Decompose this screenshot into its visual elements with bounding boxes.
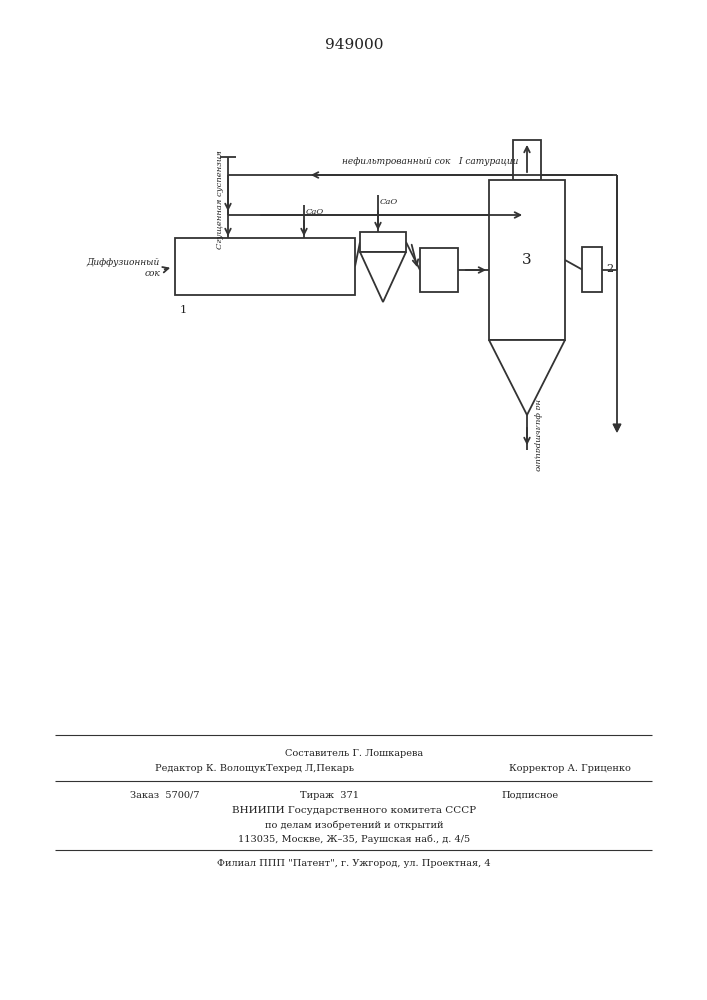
- Bar: [582, 247, 602, 292]
- Text: нефильтрованный сок   I сатурации: нефильтрованный сок I сатурации: [341, 157, 518, 166]
- Text: Составитель Г. Лошкарева: Составитель Г. Лошкарева: [285, 749, 423, 758]
- Polygon shape: [360, 252, 406, 302]
- Text: Заказ  5700/7: Заказ 5700/7: [130, 791, 199, 800]
- Text: 2: 2: [606, 264, 613, 274]
- Bar: [513, 140, 541, 180]
- Text: Тираж  371: Тираж 371: [300, 791, 359, 800]
- Bar: [489, 180, 565, 340]
- Text: 1: 1: [180, 305, 187, 315]
- Bar: [360, 232, 406, 252]
- Text: на фильтрацию: на фильтрацию: [533, 399, 541, 471]
- Text: CaO: CaO: [380, 198, 398, 206]
- Text: ВНИИПИ Государственного комитета СССР: ВНИИПИ Государственного комитета СССР: [232, 806, 476, 815]
- Text: Сгущенная суспензия: Сгущенная суспензия: [216, 151, 224, 249]
- Text: Редактор К. Волощук: Редактор К. Волощук: [155, 764, 266, 773]
- Text: Филиал ППП "Патент", г. Ужгород, ул. Проектная, 4: Филиал ППП "Патент", г. Ужгород, ул. Про…: [217, 859, 491, 868]
- Text: 3: 3: [522, 253, 532, 267]
- Polygon shape: [613, 424, 621, 432]
- Text: Подписное: Подписное: [501, 791, 559, 800]
- Bar: [175, 238, 355, 295]
- Text: Корректор А. Гриценко: Корректор А. Гриценко: [509, 764, 631, 773]
- Text: 113035, Москве, Ж–35, Раушская наб., д. 4/5: 113035, Москве, Ж–35, Раушская наб., д. …: [238, 835, 470, 844]
- Text: по делам изобретений и открытий: по делам изобретений и открытий: [264, 821, 443, 830]
- Text: Диффузионный
сок: Диффузионный сок: [87, 258, 160, 278]
- Text: 949000: 949000: [325, 38, 383, 52]
- Polygon shape: [489, 340, 565, 415]
- Text: Техред Л,Пекарь: Техред Л,Пекарь: [266, 764, 354, 773]
- Text: CaO: CaO: [306, 208, 325, 216]
- Bar: [420, 248, 458, 292]
